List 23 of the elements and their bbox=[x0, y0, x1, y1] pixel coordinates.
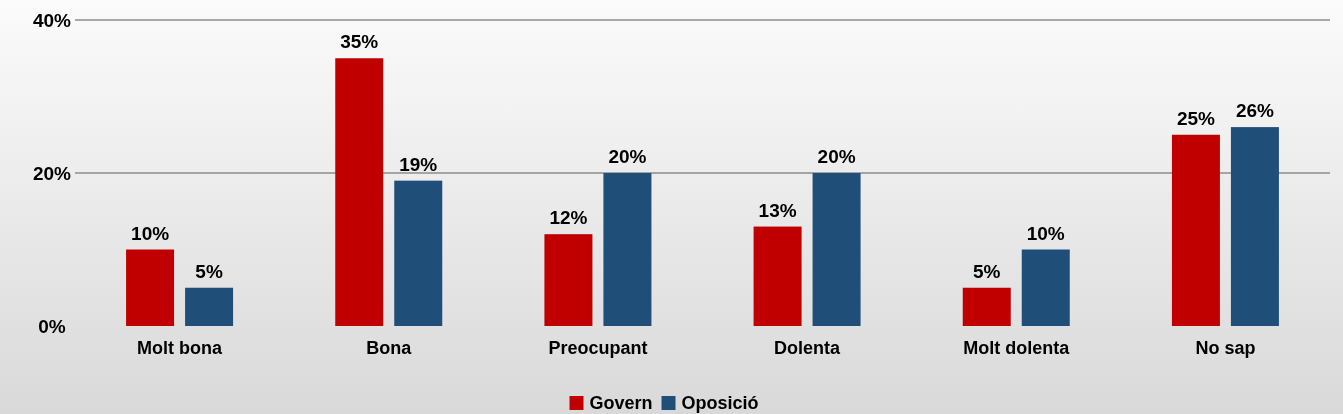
data-label: 19% bbox=[399, 153, 438, 175]
y-tick-label: 40% bbox=[32, 9, 72, 31]
data-label: 12% bbox=[549, 207, 588, 229]
data-label: 20% bbox=[608, 146, 647, 167]
y-tick-label: 0% bbox=[38, 315, 66, 337]
x-tick-label: Dolenta bbox=[774, 338, 842, 358]
data-label: 25% bbox=[1176, 107, 1216, 129]
data-label: 13% bbox=[758, 199, 797, 221]
data-label: 35% bbox=[340, 31, 379, 53]
data-label: 10% bbox=[1026, 222, 1065, 244]
x-tick-label: Molt bona bbox=[137, 338, 224, 358]
legend-label: Oposició bbox=[681, 393, 759, 413]
data-label: 5% bbox=[195, 260, 223, 282]
data-label: 10% bbox=[131, 222, 170, 244]
x-tick-label: Bona bbox=[366, 338, 413, 358]
x-tick-label: Molt dolenta bbox=[963, 338, 1071, 358]
x-tick-label: No sap bbox=[1195, 338, 1256, 358]
y-tick-label: 20% bbox=[32, 162, 72, 184]
data-label: 5% bbox=[973, 260, 1001, 282]
data-label: 26% bbox=[1235, 100, 1275, 122]
legend-label: Govern bbox=[589, 393, 653, 413]
data-label: 20% bbox=[817, 146, 856, 167]
x-tick-label: Preocupant bbox=[548, 338, 648, 358]
